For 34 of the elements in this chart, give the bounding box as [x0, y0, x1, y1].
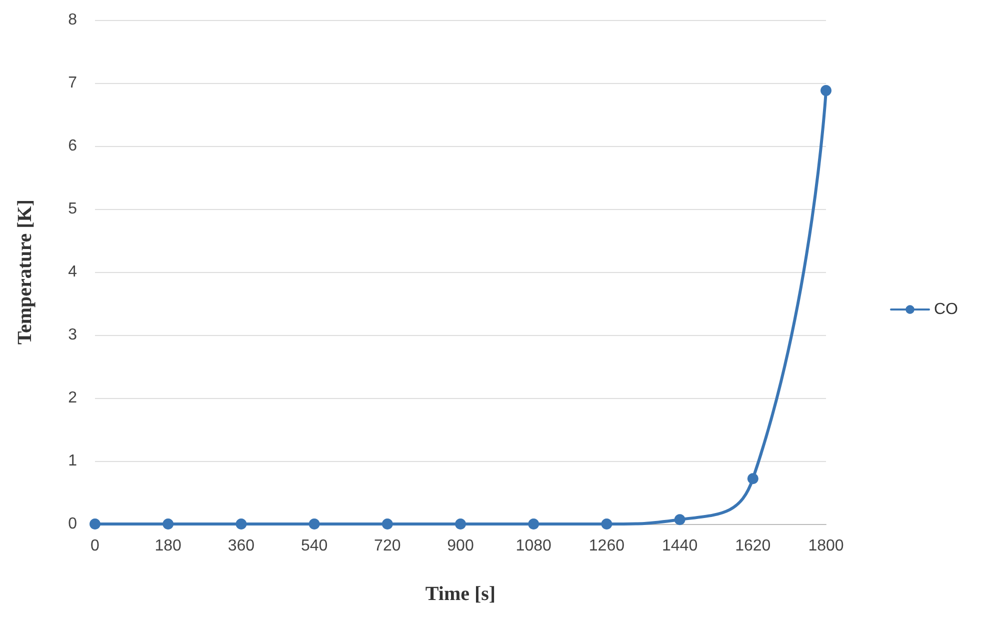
- x-tick-label: 0: [90, 538, 100, 554]
- x-tick-label: 360: [228, 538, 255, 554]
- point: [308, 518, 320, 530]
- x-tick-label: 1080: [516, 538, 552, 554]
- y-tick-label: 4: [68, 264, 78, 280]
- x-tick-label: 1800: [808, 538, 844, 554]
- x-axis-title: Time [s]: [425, 583, 496, 605]
- point: [90, 518, 100, 530]
- point: [528, 518, 540, 530]
- point: [236, 518, 247, 530]
- point: [455, 518, 466, 530]
- point: [820, 85, 832, 96]
- y-tick-label: 1: [68, 452, 78, 470]
- point: [674, 514, 686, 526]
- y-tick-label: 6: [68, 138, 78, 154]
- x-tick-label: 1260: [588, 538, 625, 554]
- x-tick-label: 1620: [735, 538, 771, 554]
- x-tick-label: 1440: [662, 538, 698, 554]
- y-tick-label: 0: [68, 516, 78, 532]
- x-tick-label: 540: [300, 538, 328, 554]
- point: [382, 518, 393, 530]
- y-tick-label: 8: [68, 12, 78, 28]
- point: [162, 518, 174, 530]
- point: [601, 518, 612, 530]
- x-tick-label: 900: [447, 538, 474, 554]
- legend-label: CO: [934, 301, 958, 318]
- y-axis-title: Temperature [K]: [14, 200, 36, 344]
- y-tick-label: 7: [68, 74, 78, 92]
- y-tick-label: 3: [68, 326, 78, 344]
- x-tick-label: 720: [374, 538, 401, 554]
- y-tick-label: 5: [68, 200, 78, 218]
- point: [747, 473, 758, 484]
- y-tick-label: 2: [68, 390, 78, 406]
- x-tick-label: 180: [154, 538, 182, 554]
